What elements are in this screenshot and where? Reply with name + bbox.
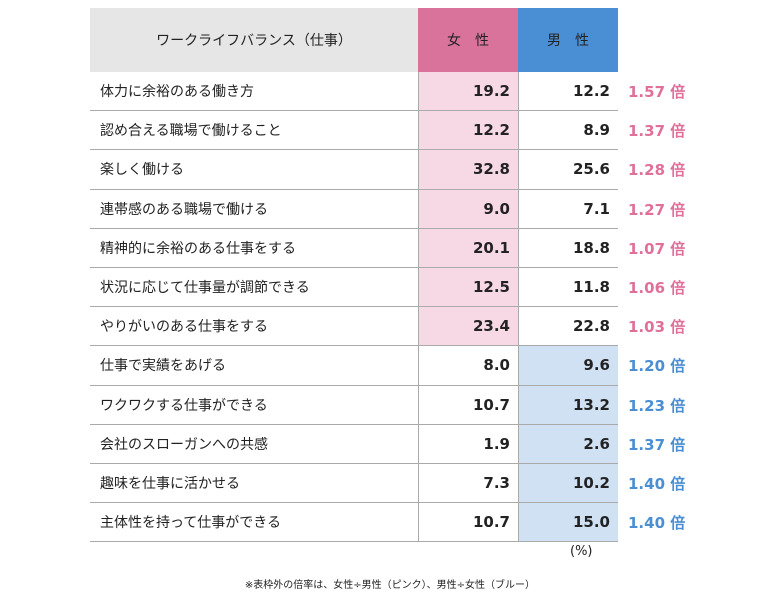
ratio: 1.03 倍: [628, 318, 686, 337]
row-label: やりがいのある仕事をする: [90, 307, 418, 347]
row-label: 趣味を仕事に活かせる: [90, 464, 418, 504]
row-label: 楽しく働ける: [90, 150, 418, 190]
row-label: 認め合える職場で働けること: [90, 111, 418, 151]
ratio: 1.20 倍: [628, 357, 686, 376]
female-value: 8.0: [418, 346, 518, 386]
female-value: 20.1: [418, 228, 518, 268]
row-label: ワクワクする仕事ができる: [90, 386, 418, 425]
female-value: 19.2: [418, 72, 518, 112]
male-value: 13.2: [518, 385, 618, 425]
male-value: 10.2: [518, 464, 618, 504]
ratio: 1.40 倍: [628, 475, 686, 494]
row-label: 連帯感のある職場で働ける: [90, 190, 418, 229]
row-label: 主体性を持って仕事ができる: [90, 503, 418, 543]
male-value: 15.0: [518, 503, 618, 543]
ratio: 1.27 倍: [628, 200, 686, 219]
male-value: 8.9: [518, 111, 618, 151]
ratio: 1.23 倍: [628, 396, 686, 415]
male-value: 18.8: [518, 228, 618, 268]
ratio: 1.57 倍: [628, 83, 686, 102]
female-value: 12.5: [418, 268, 518, 308]
ratio: 1.07 倍: [628, 239, 686, 258]
row-label: 仕事で実績をあげる: [90, 346, 418, 386]
male-value: 25.6: [518, 150, 618, 190]
male-value: 11.8: [518, 268, 618, 308]
male-value: 7.1: [518, 189, 618, 229]
note: ※表枠外の倍率は、女性÷男性（ピンク）、男性÷女性（ブルー）: [244, 579, 536, 591]
unit: (%): [570, 543, 593, 559]
female-value: 7.3: [418, 464, 518, 504]
female-value: 12.2: [418, 111, 518, 151]
male-value: 12.2: [518, 72, 618, 112]
header-male: 男 性: [518, 8, 618, 72]
female-value: 10.7: [418, 385, 518, 425]
male-value: 2.6: [518, 424, 618, 464]
header-female: 女 性: [418, 8, 518, 72]
female-value: 1.9: [418, 424, 518, 464]
female-value: 9.0: [418, 189, 518, 229]
row-label: 精神的に余裕のある仕事をする: [90, 229, 418, 268]
female-value: 32.8: [418, 150, 518, 190]
male-value: 9.6: [518, 346, 618, 386]
female-value: 10.7: [418, 503, 518, 543]
male-value: 22.8: [518, 307, 618, 347]
header-title: ワークライフバランス（仕事）: [90, 8, 418, 72]
ratio: 1.40 倍: [628, 514, 686, 533]
female-value: 23.4: [418, 307, 518, 347]
ratio: 1.37 倍: [628, 435, 686, 454]
row-label: 状況に応じて仕事量が調節できる: [90, 268, 418, 308]
ratio: 1.28 倍: [628, 161, 686, 180]
ratio: 1.06 倍: [628, 279, 686, 298]
ratio: 1.37 倍: [628, 122, 686, 141]
row-label: 会社のスローガンへの共感: [90, 425, 418, 464]
row-label: 体力に余裕のある働き方: [90, 72, 418, 112]
